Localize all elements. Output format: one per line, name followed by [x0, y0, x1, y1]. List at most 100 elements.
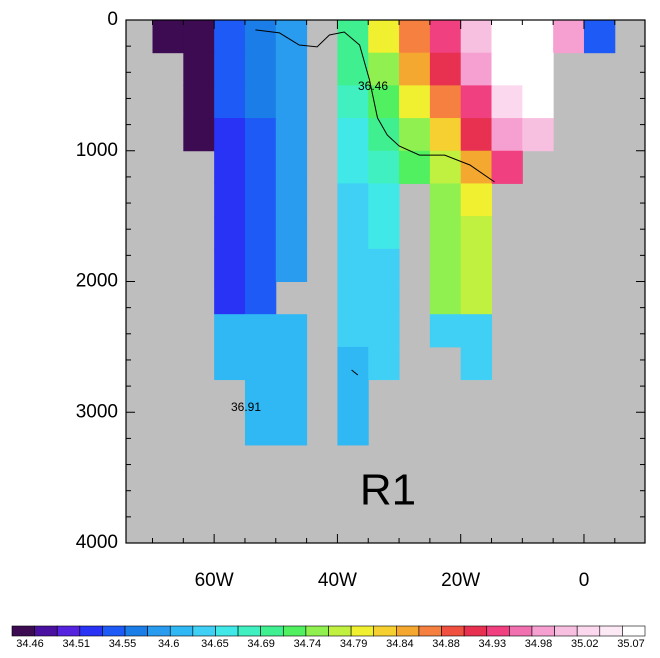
- colorbar-label: 35.07: [617, 638, 645, 650]
- cell: [368, 150, 400, 184]
- cell: [275, 52, 308, 86]
- contour-label: 36.91: [231, 400, 261, 414]
- cell: [522, 20, 554, 54]
- y-tick-label: 2000: [76, 271, 118, 292]
- cell: [337, 281, 369, 315]
- cell: [244, 314, 277, 348]
- cell: [337, 248, 369, 282]
- cell: [275, 118, 308, 152]
- cell: [429, 183, 462, 217]
- cell: [214, 314, 246, 348]
- cell: [214, 150, 246, 184]
- contour-label: 36.46: [358, 79, 388, 93]
- cell: [460, 85, 493, 119]
- colorbar-box: [282, 625, 307, 637]
- colorbar-box: [102, 625, 126, 637]
- cell: [553, 20, 585, 54]
- cell: [368, 216, 400, 250]
- cell: [183, 20, 215, 54]
- cell: [244, 346, 277, 381]
- colorbar-box: [79, 625, 103, 637]
- cell: [244, 216, 277, 250]
- colorbar-box: [599, 625, 623, 637]
- cell: [337, 85, 369, 119]
- cell: [244, 150, 277, 184]
- colorbar-label: 34.79: [340, 638, 368, 650]
- cell: [244, 85, 277, 119]
- cell: [491, 118, 523, 152]
- cell: [214, 20, 246, 54]
- cell: [491, 52, 523, 86]
- cell: [244, 412, 277, 446]
- cell: [368, 20, 400, 54]
- colorbar-box: [373, 625, 397, 637]
- cell: [429, 248, 462, 282]
- colorbar-box: [554, 625, 578, 637]
- y-tick-label: 3000: [76, 401, 118, 422]
- cell: [337, 118, 369, 152]
- cell: [214, 118, 246, 152]
- cell: [214, 281, 246, 315]
- cell: [275, 314, 308, 348]
- cell: [522, 52, 554, 86]
- colorbar-box: [396, 625, 420, 637]
- x-tick-label: 60W: [195, 570, 234, 591]
- cell: [368, 346, 400, 381]
- colorbar-label: 34.46: [16, 638, 44, 650]
- cell: [337, 379, 369, 413]
- cell: [214, 85, 246, 119]
- colorbar-label: 35.02: [571, 638, 599, 650]
- colorbar-box: [124, 625, 148, 637]
- cell: [244, 118, 277, 152]
- cell: [460, 118, 493, 152]
- colorbar-box: [215, 625, 239, 637]
- cell: [244, 52, 277, 86]
- cell: [337, 314, 369, 348]
- cell: [152, 20, 184, 54]
- colorbar-box: [622, 625, 646, 637]
- colorbar-box: [192, 625, 216, 637]
- cell: [460, 150, 493, 184]
- colorbar-box: [441, 625, 465, 637]
- cell: [337, 20, 369, 54]
- cell: [244, 248, 277, 282]
- cell: [214, 52, 246, 86]
- colorbar-box: [305, 625, 329, 637]
- cell: [368, 183, 400, 217]
- colorbar-label: 34.88: [432, 638, 460, 650]
- colorbar-box: [169, 625, 194, 637]
- cell: [429, 281, 462, 315]
- colorbar-box: [237, 625, 261, 637]
- y-tick-label: 4000: [76, 532, 118, 553]
- colorbar-box: [147, 625, 171, 637]
- cell: [275, 346, 308, 381]
- cell: [429, 314, 462, 348]
- contour-line: [351, 369, 359, 376]
- cell: [214, 183, 246, 217]
- cell: [491, 150, 523, 184]
- cell: [214, 346, 246, 381]
- cell: [337, 216, 369, 250]
- cell: [214, 248, 246, 282]
- colorbar-box: [576, 625, 601, 637]
- cell: [337, 412, 369, 446]
- cell: [399, 118, 431, 152]
- x-tick-label: 20W: [441, 570, 480, 591]
- cell: [460, 346, 493, 381]
- cell: [429, 20, 462, 54]
- cell: [429, 118, 462, 152]
- cell: [244, 20, 277, 54]
- cell: [399, 52, 431, 86]
- x-tick-label: 0: [579, 570, 590, 591]
- colorbar-label: 34.74: [294, 638, 322, 650]
- colorbar-box: [350, 625, 375, 637]
- cell: [244, 379, 277, 413]
- cell: [368, 248, 400, 282]
- cell: [214, 216, 246, 250]
- colorbar-box: [56, 625, 81, 637]
- cell: [491, 85, 523, 119]
- cell: [244, 183, 277, 217]
- cell: [583, 20, 616, 54]
- colorbar-box: [328, 625, 352, 637]
